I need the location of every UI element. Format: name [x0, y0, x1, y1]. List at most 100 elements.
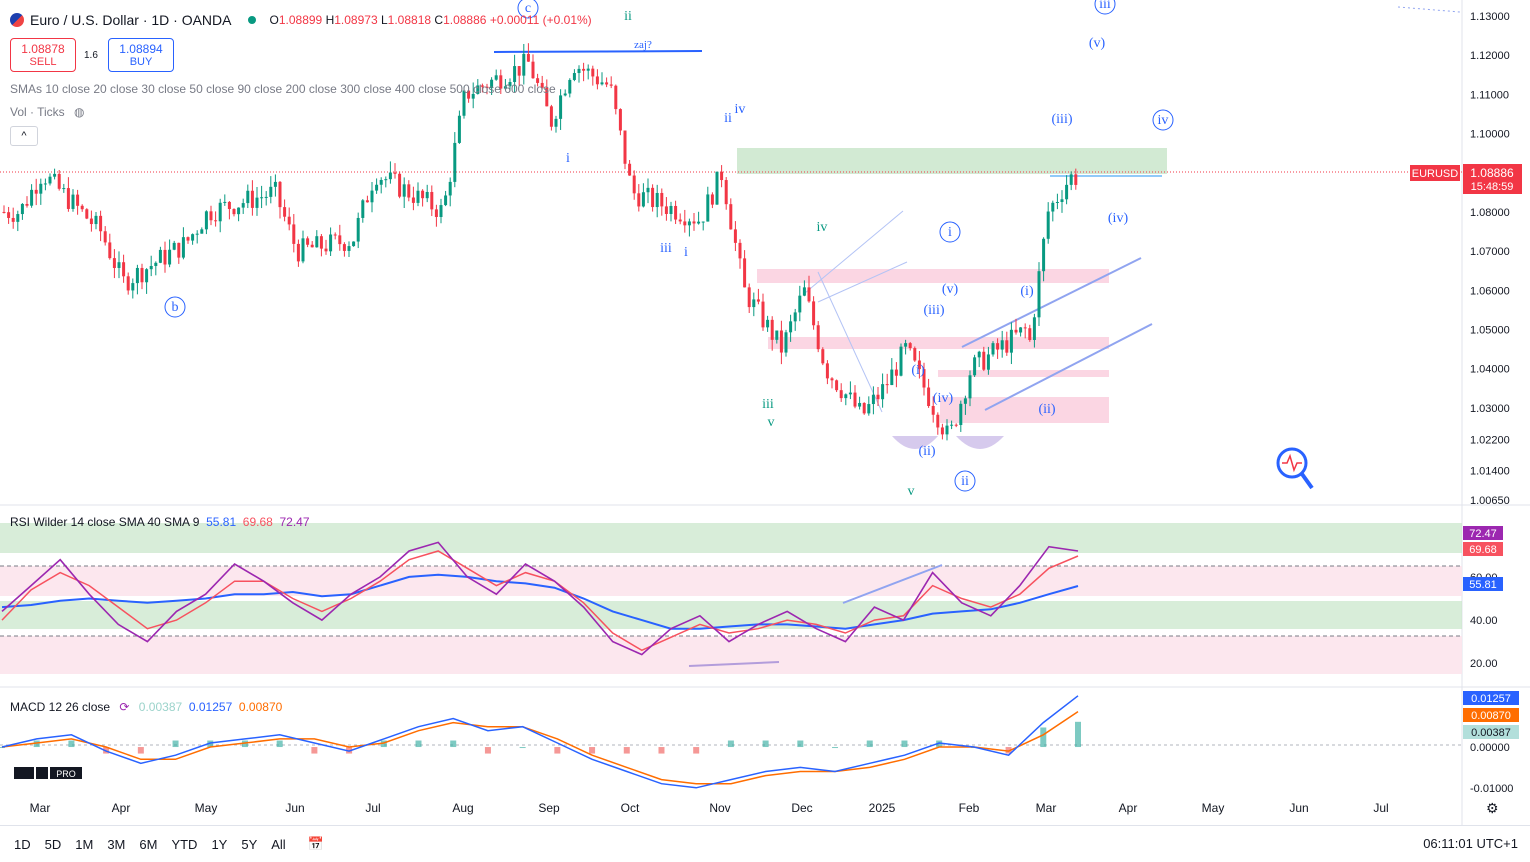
candle-body[interactable]: [122, 262, 126, 277]
candle-body[interactable]: [687, 221, 691, 226]
candle-body[interactable]: [85, 209, 89, 219]
candle-body[interactable]: [536, 78, 540, 83]
candle-body[interactable]: [480, 85, 484, 87]
candle-body[interactable]: [471, 93, 475, 99]
candle-body[interactable]: [319, 236, 323, 249]
timeframe-5y[interactable]: 5Y: [241, 836, 258, 852]
candle-body[interactable]: [632, 175, 636, 194]
candle-body[interactable]: [361, 200, 365, 218]
macd-histogram-bar[interactable]: [33, 740, 40, 748]
candle-body[interactable]: [462, 90, 466, 116]
candle-body[interactable]: [830, 378, 834, 381]
collapse-legend-button[interactable]: ^: [10, 126, 38, 146]
candle-body[interactable]: [218, 202, 222, 222]
rsi-sma40-line[interactable]: [1, 573, 1079, 630]
candle-body[interactable]: [1005, 340, 1009, 353]
candle-body[interactable]: [287, 216, 291, 225]
settings-gear-icon[interactable]: ⚙: [1486, 800, 1499, 816]
candle-body[interactable]: [324, 248, 328, 252]
calendar-icon[interactable]: 📅: [307, 836, 324, 851]
candle-body[interactable]: [365, 200, 369, 203]
candle-body[interactable]: [214, 220, 218, 222]
trendline-top[interactable]: [493, 50, 703, 53]
buy-button[interactable]: 1.08894 BUY: [108, 38, 174, 72]
candle-body[interactable]: [894, 369, 898, 376]
candle-body[interactable]: [674, 205, 678, 220]
candle-body[interactable]: [1060, 199, 1064, 202]
macd-histogram-bar[interactable]: [623, 747, 630, 754]
candle-body[interactable]: [191, 234, 195, 241]
candle-body[interactable]: [421, 190, 425, 199]
macd-histogram-bar[interactable]: [311, 747, 318, 754]
candle-body[interactable]: [402, 184, 406, 197]
candle-body[interactable]: [163, 249, 167, 265]
candle-body[interactable]: [605, 82, 609, 85]
candle-body[interactable]: [145, 269, 149, 283]
zoom-magnifier-icon[interactable]: [1276, 447, 1314, 490]
candle-body[interactable]: [135, 267, 139, 284]
candle-body[interactable]: [664, 206, 668, 214]
macd-line[interactable]: [1, 695, 1079, 789]
candle-body[interactable]: [94, 215, 98, 225]
candle-body[interactable]: [338, 235, 342, 245]
macd-histogram-bar[interactable]: [727, 740, 734, 748]
candle-body[interactable]: [936, 414, 940, 428]
candle-body[interactable]: [255, 197, 259, 208]
candle-body[interactable]: [885, 384, 889, 386]
candle-body[interactable]: [931, 406, 935, 415]
candle-body[interactable]: [457, 115, 461, 143]
candle-body[interactable]: [333, 234, 337, 236]
supply-zone[interactable]: [938, 370, 1109, 377]
macd-legend[interactable]: MACD 12 26 close ⟳ 0.00387 0.01257 0.008…: [10, 700, 282, 714]
candle-body[interactable]: [301, 238, 305, 262]
candle-body[interactable]: [1065, 184, 1069, 200]
candle-body[interactable]: [733, 229, 737, 243]
candle-body[interactable]: [89, 218, 93, 225]
candle-body[interactable]: [1028, 328, 1032, 341]
candle-body[interactable]: [246, 190, 250, 204]
candle-body[interactable]: [591, 68, 595, 77]
macd-histogram-bar[interactable]: [1040, 727, 1047, 748]
candle-body[interactable]: [195, 233, 199, 235]
candle-body[interactable]: [39, 183, 43, 194]
candle-body[interactable]: [103, 231, 107, 243]
candle-body[interactable]: [508, 82, 512, 87]
candle-body[interactable]: [269, 186, 273, 197]
timeframe-all[interactable]: All: [271, 836, 286, 852]
candle-body[interactable]: [99, 215, 103, 232]
candle-body[interactable]: [411, 197, 415, 203]
rsi-trendline[interactable]: [842, 564, 943, 604]
candle-body[interactable]: [416, 190, 420, 203]
candle-body[interactable]: [577, 68, 581, 74]
candle-body[interactable]: [572, 73, 576, 80]
timeframe-1m[interactable]: 1M: [75, 836, 94, 852]
candle-body[interactable]: [1019, 327, 1023, 333]
candle-body[interactable]: [513, 66, 517, 83]
candle-body[interactable]: [761, 301, 765, 328]
sma-legend[interactable]: SMAs 10 close 20 close 30 close 50 close…: [10, 82, 556, 96]
candle-body[interactable]: [7, 212, 11, 218]
macd-histogram-bar[interactable]: [172, 740, 179, 748]
macd-histogram-bar[interactable]: [346, 747, 353, 754]
candle-body[interactable]: [816, 325, 820, 350]
candle-body[interactable]: [559, 95, 563, 119]
macd-histogram-bar[interactable]: [1075, 721, 1081, 748]
timeframe-1d[interactable]: 1D: [14, 836, 31, 852]
candle-body[interactable]: [982, 351, 986, 370]
candle-body[interactable]: [922, 369, 926, 388]
candle-body[interactable]: [1014, 329, 1018, 333]
macd-histogram-bar[interactable]: [797, 740, 804, 748]
candle-body[interactable]: [609, 84, 613, 86]
channel-upper[interactable]: [961, 257, 1142, 348]
candle-body[interactable]: [485, 86, 489, 89]
candle-body[interactable]: [517, 66, 521, 76]
candle-body[interactable]: [264, 196, 268, 198]
candle-body[interactable]: [871, 394, 875, 405]
candle-body[interactable]: [241, 203, 245, 208]
candle-body[interactable]: [766, 319, 770, 328]
candle-body[interactable]: [57, 173, 61, 189]
candle-body[interactable]: [310, 244, 314, 248]
candle-body[interactable]: [968, 375, 972, 399]
macd-histogram-bar[interactable]: [450, 740, 457, 748]
